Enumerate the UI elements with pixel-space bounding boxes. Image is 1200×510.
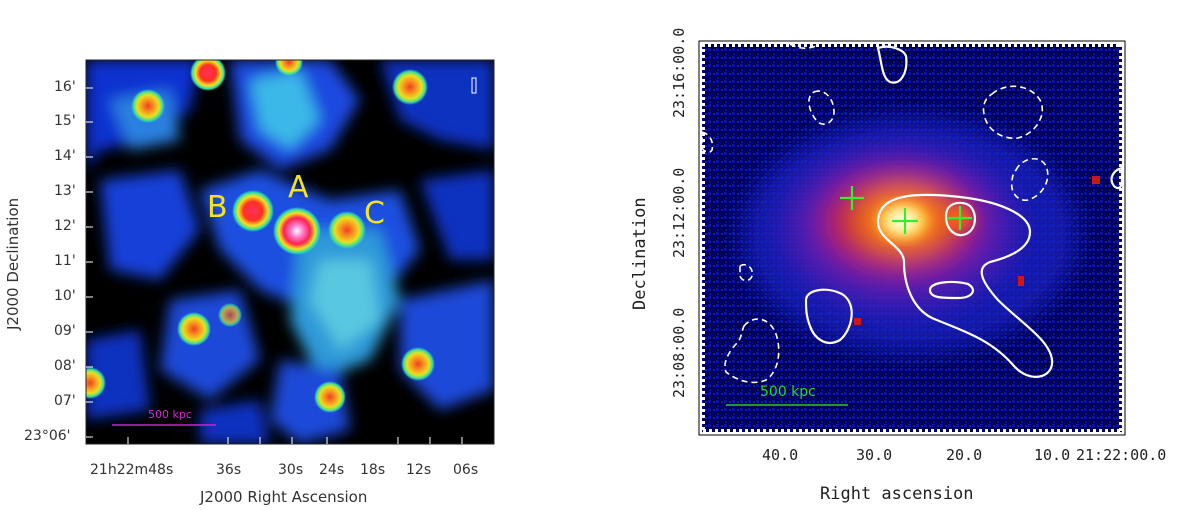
right-dec-tick: 23:12:00.0 xyxy=(670,167,688,258)
right-ra-tick: 30.0 xyxy=(856,446,893,464)
right-x-axis-title: Right ascension xyxy=(820,484,974,504)
left-dec-tick: 16' xyxy=(54,79,76,95)
contour-dashed xyxy=(789,44,817,49)
left-dec-tick: 09' xyxy=(54,323,76,339)
left-dec-tick: 10' xyxy=(54,288,76,304)
right-ra-tick: 20.0 xyxy=(946,446,983,464)
contour-solid xyxy=(928,280,975,300)
right-ra-tick: 40.0 xyxy=(762,446,799,464)
source-a xyxy=(273,207,321,255)
right-dec-tick: 23:08:00.0 xyxy=(670,307,688,398)
source-label-c: C xyxy=(364,196,385,231)
right-y-axis-title: Declination xyxy=(630,197,650,310)
left-ra-tick: 36s xyxy=(216,462,242,478)
contour-solid xyxy=(876,193,1054,378)
left-ra-tick: 12s xyxy=(406,462,432,478)
source-c xyxy=(328,211,366,249)
left-dec-tick: 13' xyxy=(54,183,76,199)
contour-dashed xyxy=(808,90,835,125)
contour-solid xyxy=(804,288,853,344)
source-label-a: A xyxy=(288,170,309,205)
left-y-axis-title: J2000 Declination xyxy=(4,197,22,330)
contour-dashed xyxy=(982,85,1043,139)
left-ra-tick: 24s xyxy=(319,462,345,478)
left-panel: 500 kpc A B C 16' 15' 14' 13' 12' 11' 10… xyxy=(0,0,520,510)
left-ra-tick: 30s xyxy=(278,462,304,478)
right-scale-bar-label: 500 kpc xyxy=(760,384,816,400)
left-radio-map xyxy=(85,59,495,445)
source-label-b: B xyxy=(207,190,228,225)
right-dec-tick: 23:16:00.0 xyxy=(670,27,688,118)
contour-dashed xyxy=(1010,158,1049,202)
contour-dashed xyxy=(739,263,754,282)
left-dec-tick: 12' xyxy=(54,218,76,234)
right-ra-tick: 10.0 xyxy=(1034,446,1071,464)
left-dec-tick: 07' xyxy=(54,393,76,409)
left-dec-tick: 14' xyxy=(54,148,76,164)
contour-dashed xyxy=(702,131,714,153)
left-dec-tick: 11' xyxy=(54,253,76,269)
left-ra-tick: 18s xyxy=(360,462,386,478)
left-x-axis-title: J2000 Right Ascension xyxy=(200,488,368,506)
right-panel: 500 kpc 40.0 30.0 20.0 10.0 21:22:00.0 2… xyxy=(620,0,1200,510)
contour-dashed xyxy=(724,318,780,384)
right-ra-tick: 21:22:00.0 xyxy=(1076,446,1167,464)
right-xray-map xyxy=(698,40,1126,436)
left-ra-tick: 21h22m48s xyxy=(90,462,174,478)
left-dec-tick: 15' xyxy=(54,113,76,129)
contour-solid xyxy=(944,201,976,237)
left-scale-bar-label: 500 kpc xyxy=(148,408,192,421)
contour-solid xyxy=(876,45,908,84)
left-dec-tick: 08' xyxy=(54,358,76,374)
left-ra-tick: 06s xyxy=(453,462,479,478)
source-b xyxy=(232,190,274,232)
left-dec-tick: 23°06' xyxy=(24,428,71,444)
